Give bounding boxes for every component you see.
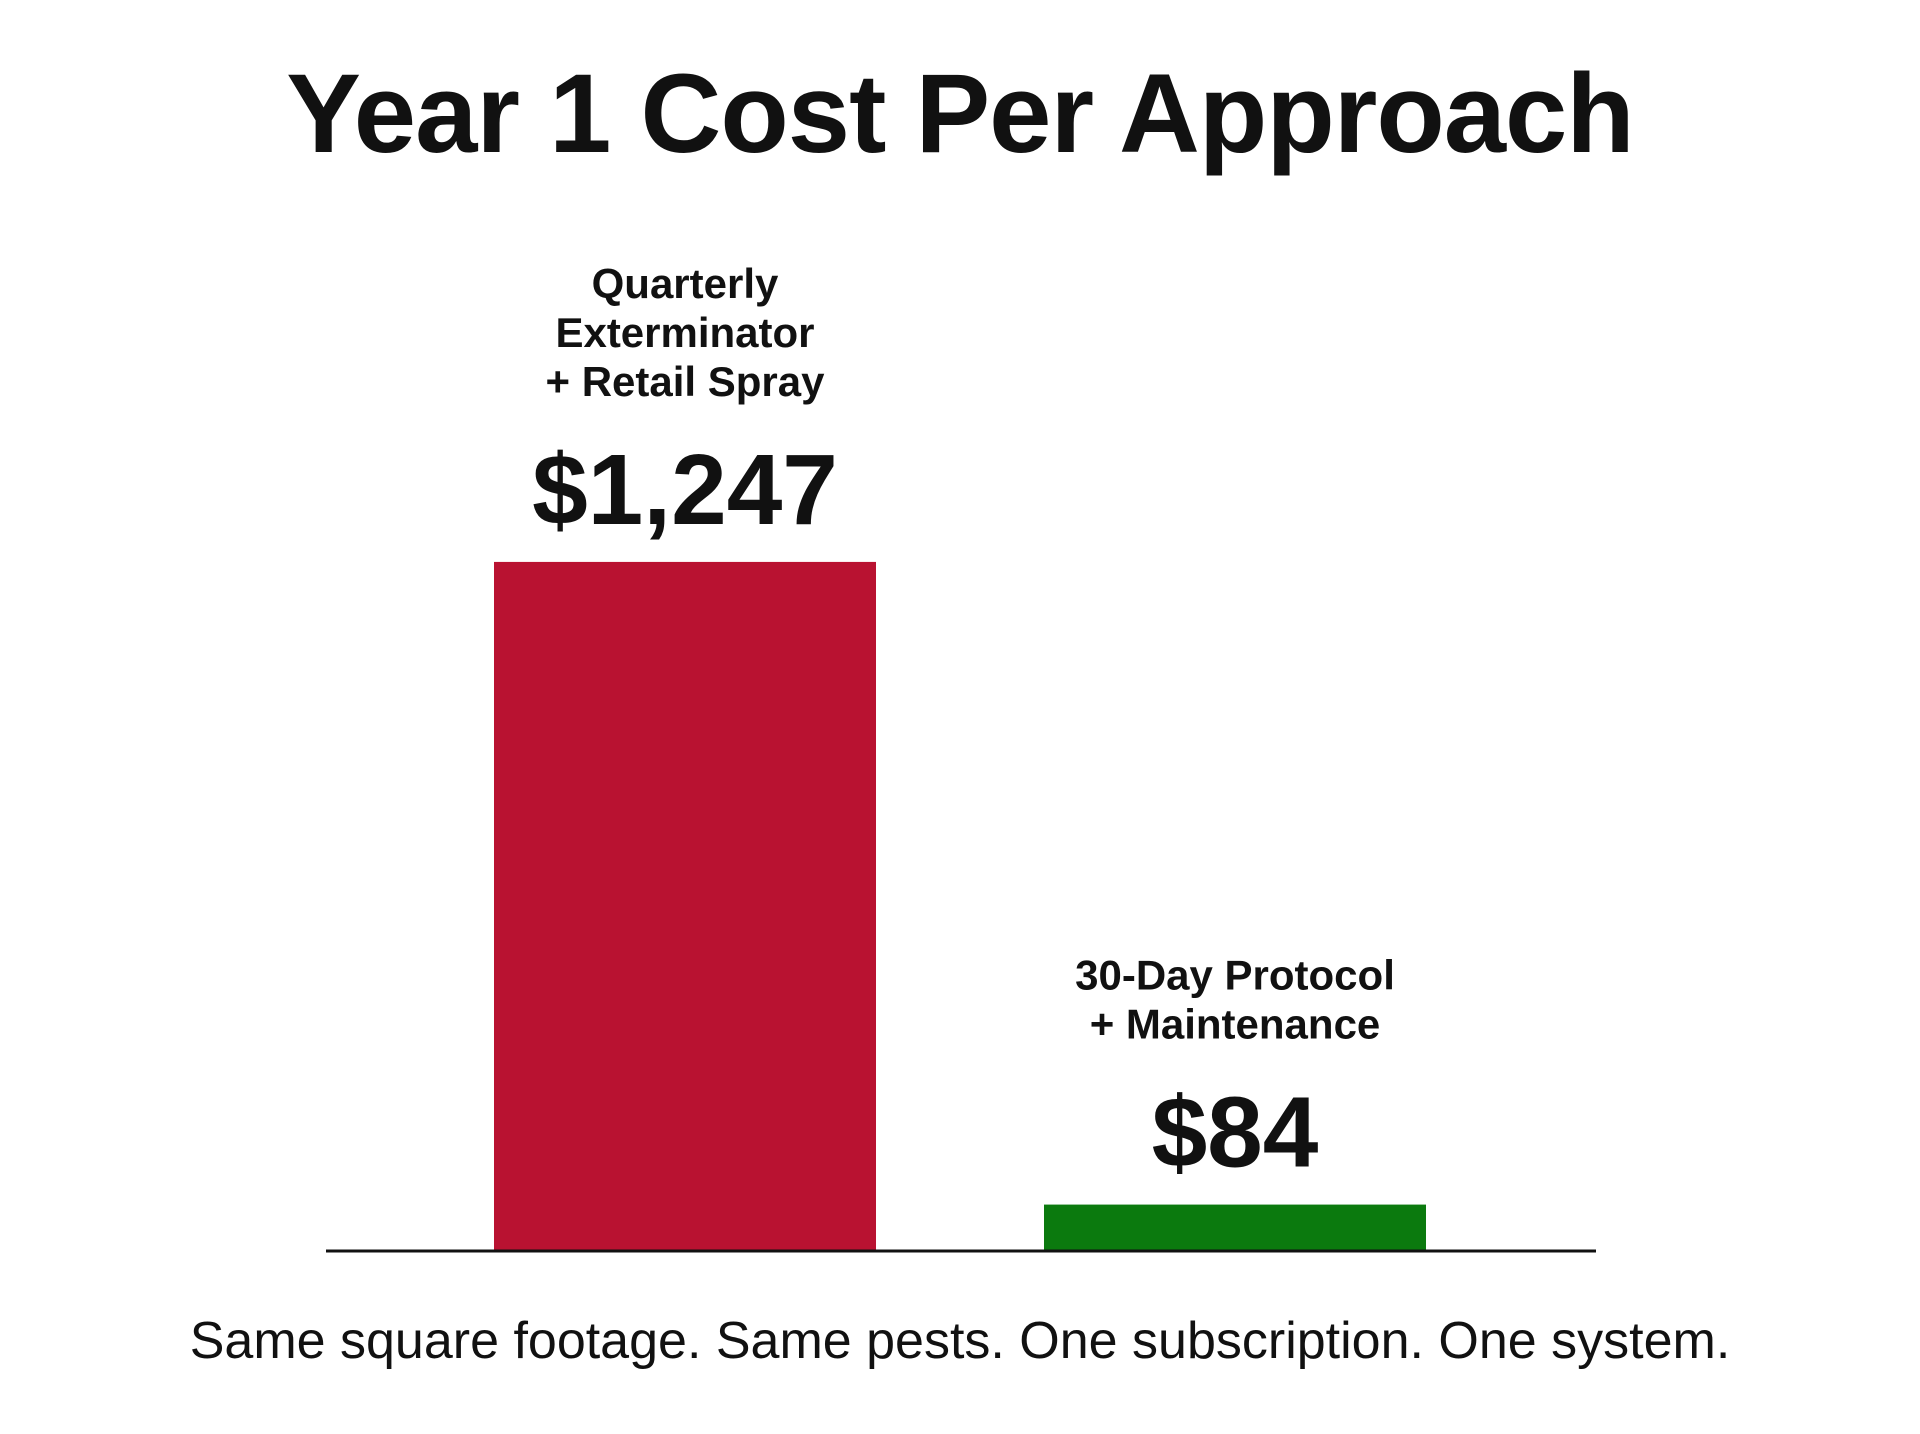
bar-1 — [494, 561, 876, 1251]
bar-2 — [1044, 1204, 1426, 1251]
value-label-1: $1,247 — [532, 434, 838, 546]
value-label-2: $84 — [1152, 1077, 1319, 1189]
chart-title: Year 1 Cost Per Approach — [286, 51, 1634, 176]
category-label-2-line-2: + Maintenance — [1090, 1001, 1381, 1048]
category-label-1-line-2: Exterminator — [555, 309, 814, 356]
category-label-1-line-1: Quarterly — [592, 260, 779, 307]
footnote: Same square footage. Same pests. One sub… — [189, 1312, 1731, 1370]
category-label-2-line-1: 30-Day Protocol — [1075, 952, 1395, 999]
bars-layer — [494, 561, 1426, 1251]
category-label-1-line-3: + Retail Spray — [546, 358, 826, 405]
